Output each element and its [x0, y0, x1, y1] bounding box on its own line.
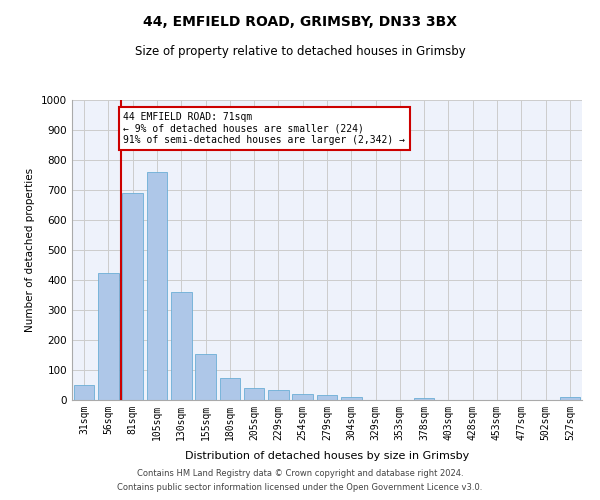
Bar: [414, 398, 434, 400]
Text: 44, EMFIELD ROAD, GRIMSBY, DN33 3BX: 44, EMFIELD ROAD, GRIMSBY, DN33 3BX: [143, 15, 457, 29]
Bar: [195, 354, 216, 400]
Bar: [317, 395, 337, 400]
Text: Contains public sector information licensed under the Open Government Licence v3: Contains public sector information licen…: [118, 484, 482, 492]
Bar: [292, 394, 313, 400]
Bar: [244, 388, 265, 400]
Bar: [122, 193, 143, 400]
Bar: [146, 172, 167, 400]
X-axis label: Distribution of detached houses by size in Grimsby: Distribution of detached houses by size …: [185, 451, 469, 461]
Text: Size of property relative to detached houses in Grimsby: Size of property relative to detached ho…: [134, 45, 466, 58]
Text: Contains HM Land Registry data © Crown copyright and database right 2024.: Contains HM Land Registry data © Crown c…: [137, 468, 463, 477]
Bar: [560, 397, 580, 400]
Y-axis label: Number of detached properties: Number of detached properties: [25, 168, 35, 332]
Bar: [98, 272, 119, 400]
Bar: [220, 378, 240, 400]
Bar: [341, 397, 362, 400]
Text: 44 EMFIELD ROAD: 71sqm
← 9% of detached houses are smaller (224)
91% of semi-det: 44 EMFIELD ROAD: 71sqm ← 9% of detached …: [124, 112, 406, 145]
Bar: [268, 390, 289, 400]
Bar: [171, 292, 191, 400]
Bar: [74, 385, 94, 400]
